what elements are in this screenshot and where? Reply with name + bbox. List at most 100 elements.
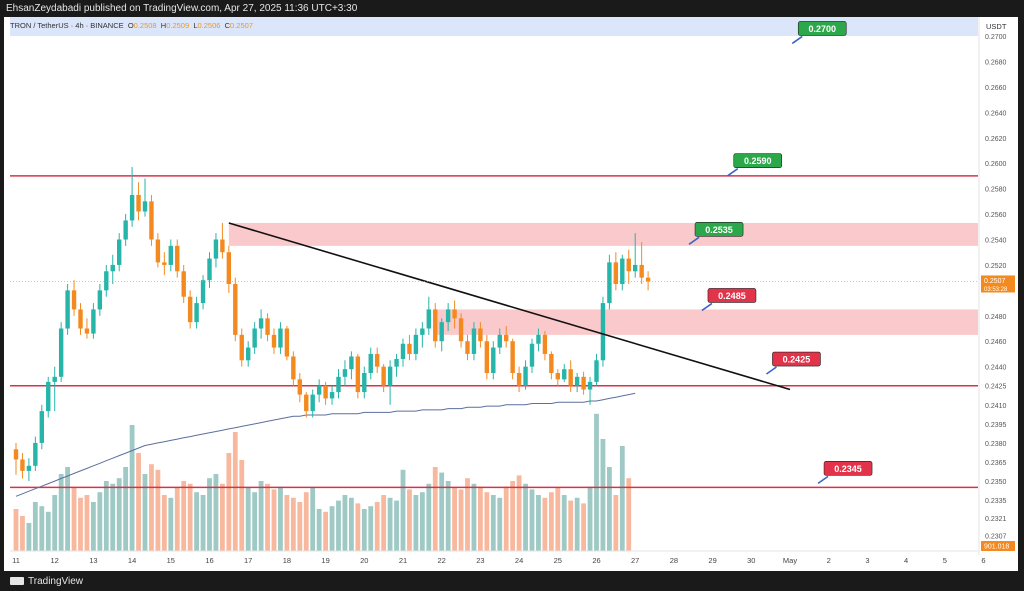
candle <box>136 195 141 212</box>
candle <box>607 262 612 304</box>
current-price-tag <box>981 275 1015 293</box>
price-tick-label: 0.2660 <box>985 85 1007 92</box>
time-tick-label: 4 <box>904 556 908 565</box>
volume-bar <box>626 478 632 551</box>
time-tick-label: 30 <box>747 556 755 565</box>
open-label: O <box>127 21 134 30</box>
candle <box>645 277 651 282</box>
volume-bar <box>84 495 90 551</box>
callout-box <box>733 153 783 168</box>
volume-bar <box>368 506 374 551</box>
symbol-legend: TRON / TetherUS · 4h · BINANCE O0.2508 H… <box>10 21 253 30</box>
volume-bar <box>265 483 270 551</box>
candle <box>342 369 348 377</box>
price-tick-label: 0.2395 <box>985 422 1007 429</box>
candle <box>246 347 251 361</box>
candle <box>594 360 599 382</box>
volume-bar <box>400 469 406 551</box>
volume-bar <box>381 495 387 551</box>
candle <box>439 322 444 342</box>
candle <box>510 341 515 373</box>
callout-label: 0.2535 <box>705 225 733 235</box>
time-tick-label: 2 <box>827 556 831 565</box>
volume-bar <box>329 506 335 551</box>
volume-bar <box>39 506 45 551</box>
candle <box>33 442 38 466</box>
callout-pointer <box>727 168 739 177</box>
volume-bar <box>471 483 477 551</box>
volume-bar <box>355 503 361 551</box>
candle <box>207 258 212 281</box>
volume-bar <box>78 497 83 551</box>
volume-bar <box>52 495 58 551</box>
volume-bar <box>187 483 193 551</box>
volume-bar <box>478 486 483 551</box>
candle <box>162 262 167 265</box>
candle <box>420 328 425 335</box>
volume-bar <box>213 474 219 551</box>
volume-bar <box>439 472 445 551</box>
volume-bar <box>536 495 541 551</box>
candle <box>542 334 548 354</box>
volume-bar <box>123 467 129 551</box>
candle <box>239 334 244 361</box>
candle <box>181 271 186 297</box>
volume-bar <box>581 503 586 551</box>
candle <box>484 341 490 373</box>
candle <box>194 303 199 323</box>
candle <box>574 376 580 386</box>
price-tick-label: 0.2307 <box>985 534 1007 541</box>
volume-bar <box>20 516 25 551</box>
candle <box>78 309 83 329</box>
callout-pointer <box>701 302 713 312</box>
candle <box>213 239 219 259</box>
high-value: 0.2509 <box>166 21 190 30</box>
candle <box>26 465 32 471</box>
volume-bar <box>445 481 451 551</box>
candle <box>252 328 257 348</box>
candle <box>91 309 96 334</box>
price-zone <box>435 309 978 335</box>
candle <box>304 394 309 412</box>
volume-bar <box>258 481 264 551</box>
price-tick-label: 0.2680 <box>985 60 1007 67</box>
candle <box>284 328 290 357</box>
time-tick-label: 29 <box>708 556 716 565</box>
time-tick-label: 24 <box>515 556 523 565</box>
candle <box>226 252 232 284</box>
volume-bar <box>516 475 522 551</box>
candle <box>368 353 373 373</box>
time-tick-label: 28 <box>670 556 678 565</box>
candle <box>265 318 270 335</box>
volume-bar <box>142 474 148 551</box>
time-tick-label: 3 <box>865 556 869 565</box>
candle <box>278 328 283 348</box>
candle <box>349 356 354 370</box>
volume-bar <box>432 467 438 551</box>
time-tick-label: 21 <box>399 556 407 565</box>
price-zone <box>228 222 979 246</box>
candle <box>600 303 606 361</box>
volume-value: 901.018 <box>984 544 1009 551</box>
volume-bar <box>200 495 206 551</box>
candle <box>39 411 44 443</box>
volume-bar <box>452 488 457 551</box>
chart-frame <box>4 17 1018 571</box>
candle <box>97 290 103 310</box>
volume-bar <box>116 478 122 551</box>
callout-pointer <box>791 35 803 45</box>
callout-label: 0.2700 <box>808 24 836 34</box>
price-tick-label: 0.2350 <box>985 479 1007 486</box>
candle <box>426 309 431 329</box>
volume-bar <box>561 495 567 551</box>
volume-bar <box>239 460 245 551</box>
candle <box>316 385 322 395</box>
publisher-bar: EhsanZeydabadi published on TradingView.… <box>0 0 1024 17</box>
price-tick-label: 0.2620 <box>985 136 1007 143</box>
candle <box>523 366 528 386</box>
volume-bar <box>413 495 419 551</box>
volume-value-tag <box>981 541 1015 551</box>
price-tick-label: 0.2700 <box>985 34 1007 41</box>
open-value: 0.2508 <box>133 21 157 30</box>
